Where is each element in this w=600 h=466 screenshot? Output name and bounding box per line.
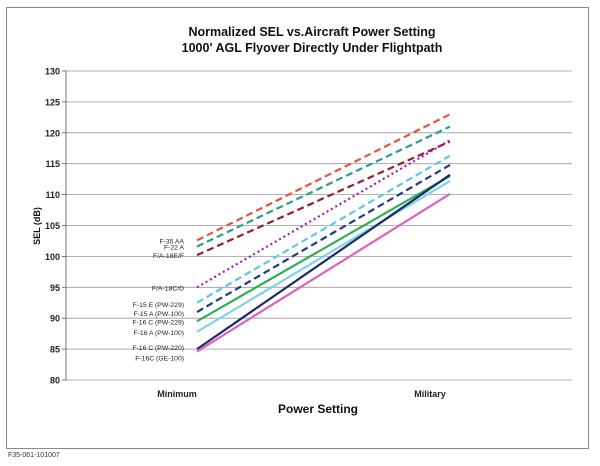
y-tick-label: 90: [50, 314, 60, 324]
series-label-f-15-a-pw-100: F-15 A (PW-100): [134, 311, 185, 318]
series-label-f-a-18c-d: F/A-18C/D: [152, 285, 184, 292]
series-line-f-16c-ge-100: [196, 193, 451, 353]
y-tick-label: 100: [45, 252, 60, 262]
series-line-f-16-c-pw-220: [196, 173, 451, 351]
series-line-f-15-e-pw-229: [196, 154, 451, 304]
series-label-f-16-c-pw-229: F-16 C (PW-229): [132, 319, 184, 326]
series-label-f-35-aa: F-35 AA: [159, 238, 184, 245]
x-tick-labels: Minimum Military: [157, 389, 446, 399]
y-tick-label: 105: [45, 221, 60, 231]
series-line-f-a-18e-f: [196, 140, 451, 257]
series-line-f-35-aa: [196, 113, 451, 242]
series-line-f-15-a-pw-100: [196, 163, 451, 313]
series-label-f-16-c-pw-220: F-16 C (PW-220): [132, 345, 184, 352]
series-line-f-16-c-pw-229: [196, 175, 451, 323]
x-tick-label: Minimum: [157, 389, 197, 399]
series-label-f-16c-ge-100: F-16C (GE-100): [135, 356, 184, 363]
series-line-f-a-18c-d: [196, 139, 451, 289]
x-axis-label: Power Setting: [278, 402, 358, 416]
y-tick-label: 115: [45, 159, 60, 169]
chart-subtitle: 1000' AGL Flyover Directly Under Flightp…: [182, 41, 443, 55]
series-label-f-a-18e-f: F/A-18E/F: [153, 253, 184, 260]
y-tick-label: 80: [50, 376, 60, 386]
y-tick-label: 85: [50, 345, 60, 355]
series-label-f-16-a-pw-100: F-16 A (PW-100): [134, 330, 185, 337]
series-label-f-22-a: F-22 A: [164, 245, 184, 252]
y-tick-label: 120: [45, 128, 60, 138]
y-tick-label: 95: [50, 283, 60, 293]
y-axis-label: SEL (dB): [32, 207, 42, 245]
figure-frame: [6, 7, 589, 449]
series-labels: F-35 AAF-22 AF/A-18E/F F/A-18C/D F-15 E (P…: [132, 238, 184, 362]
gridlines: [62, 70, 572, 381]
figure-id: F35-061-101007: [8, 452, 60, 459]
series-label-f-15-e-pw-229: F-15 E (PW-229): [133, 302, 184, 309]
y-tick-label: 125: [45, 97, 60, 107]
y-tick-label: 110: [45, 190, 60, 200]
y-tick-labels: 80 85 90 95 100 105 110 115 120 125 130: [45, 67, 60, 386]
series-line-f-22-a: [196, 125, 451, 248]
series-lines: [196, 113, 451, 353]
chart-title: Normalized SEL vs.Aircraft Power Setting: [188, 25, 435, 39]
y-tick-label: 130: [45, 67, 60, 77]
series-line-f-16-a-pw-100: [196, 180, 451, 333]
x-tick-label: Military: [414, 389, 446, 399]
